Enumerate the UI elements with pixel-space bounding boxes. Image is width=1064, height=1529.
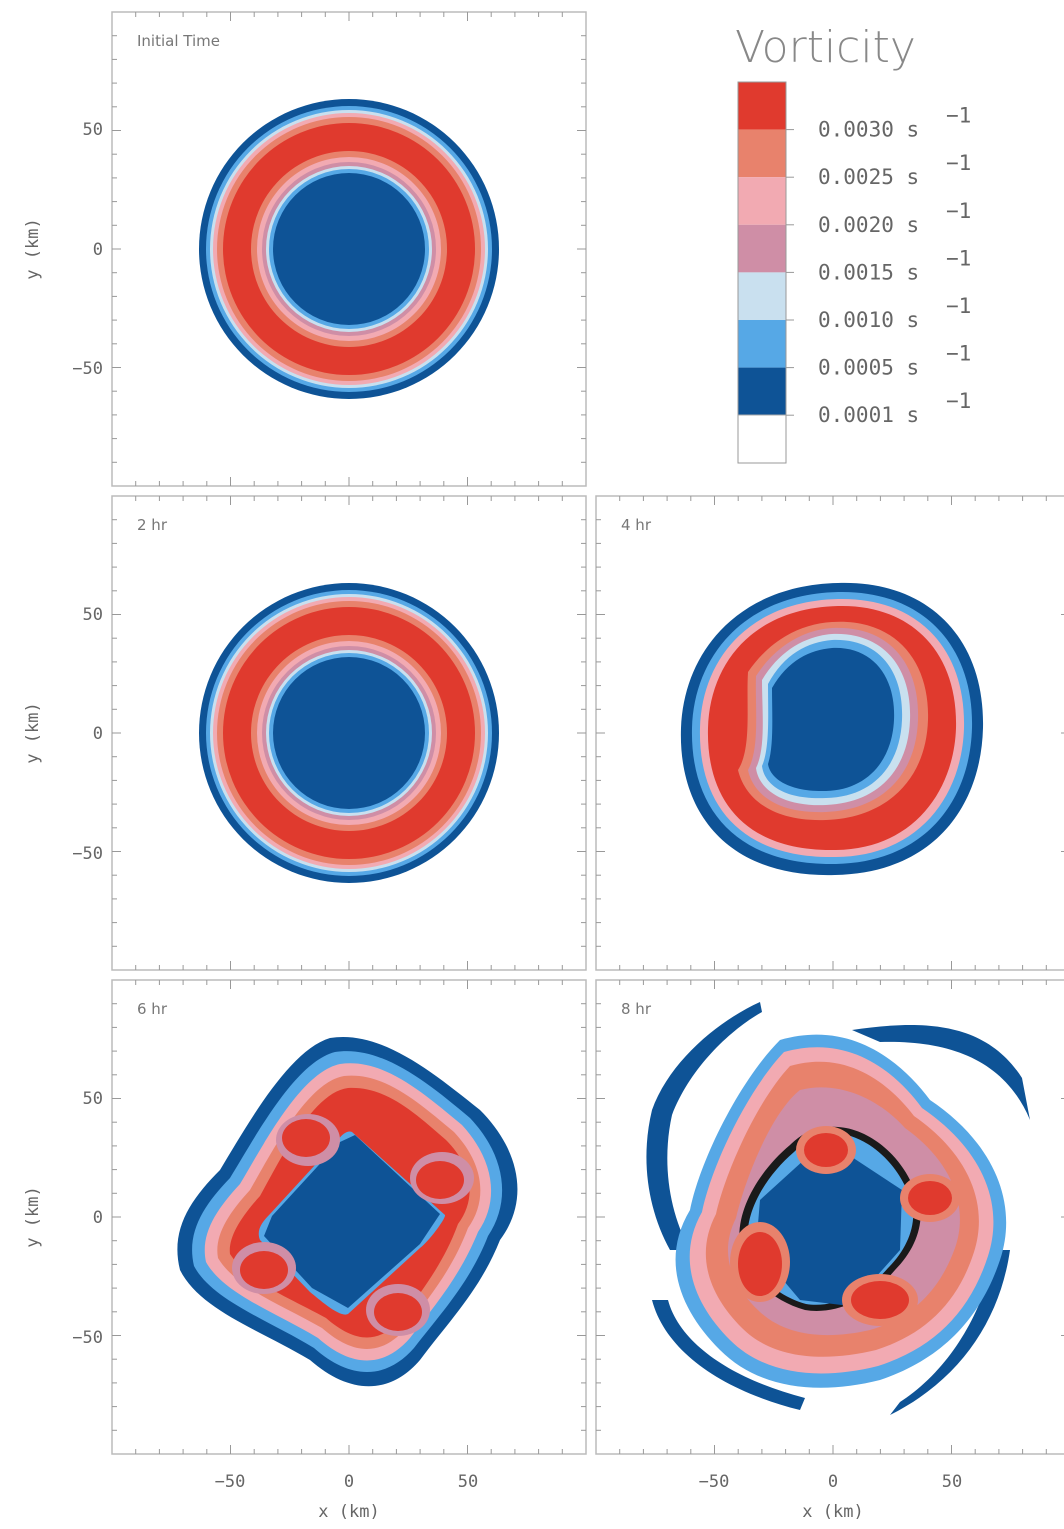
legend-label-exponent: −1 xyxy=(946,104,971,128)
x-tick-label: 0 xyxy=(344,1472,354,1492)
panel-4hr: 4 hr xyxy=(595,495,1064,971)
legend-title: Vorticity xyxy=(735,22,916,73)
legend-label-exponent: −1 xyxy=(946,389,971,413)
panel-title: 8 hr xyxy=(621,1000,652,1018)
y-tick-label: 50 xyxy=(83,605,103,625)
y-tick-label: 0 xyxy=(93,240,103,260)
legend-swatch xyxy=(738,177,786,225)
legend-label: 0.0020 s xyxy=(818,213,919,237)
legend-swatch-below xyxy=(737,414,787,464)
panel-initial: Initial Time 50 0 −50 y (km) xyxy=(23,11,587,487)
vortex-pattern-8hr xyxy=(646,1002,1030,1415)
vortex-ring-4hr xyxy=(680,582,984,876)
panel-8hr: 8 hr −50 0 50 x (km) xyxy=(595,979,1064,1522)
x-tick-label: −50 xyxy=(699,1472,730,1492)
legend-label: 0.0030 s xyxy=(818,118,919,142)
legend-label-exponent: −1 xyxy=(946,199,971,223)
x-tick-label: 0 xyxy=(828,1472,838,1492)
legend-swatch xyxy=(738,320,786,368)
x-axis-label: x (km) xyxy=(802,1502,863,1522)
x-axis-label: x (km) xyxy=(318,1502,379,1522)
legend-swatch xyxy=(738,367,786,416)
legend-label: 0.0001 s xyxy=(818,403,919,427)
legend-swatch xyxy=(738,129,786,178)
y-tick-label: −50 xyxy=(72,359,103,379)
legend-swatches xyxy=(738,82,786,416)
y-tick-label: 50 xyxy=(83,120,103,140)
y-tick-label: 0 xyxy=(93,1208,103,1228)
panel-title: 2 hr xyxy=(137,516,168,534)
vortex-ring-2hr xyxy=(199,583,499,883)
legend-label: 0.0005 s xyxy=(818,356,919,380)
legend-label: 0.0010 s xyxy=(818,308,919,332)
legend: Vorticity 0.0030 s −1 0.0025 s −1 0.0020 s −1… xyxy=(735,22,971,464)
y-tick-label: −50 xyxy=(72,844,103,864)
tick-marks xyxy=(112,12,1064,1454)
legend-swatch xyxy=(738,224,786,273)
panel-title: 6 hr xyxy=(137,1000,168,1018)
legend-label: 0.0015 s xyxy=(818,260,919,284)
panel-6hr: 6 hr 50 0 −50 y (km) −50 0 50 x (km) xyxy=(23,979,587,1522)
panel-title: Initial Time xyxy=(137,32,220,50)
x-tick-label: −50 xyxy=(215,1472,246,1492)
legend-label-exponent: −1 xyxy=(946,294,971,318)
y-tick-label: 50 xyxy=(83,1089,103,1109)
panel-2hr: 2 hr 50 0 −50 y (km) xyxy=(23,495,587,971)
y-tick-label: 0 xyxy=(93,724,103,744)
legend-label-exponent: −1 xyxy=(946,342,971,366)
legend-label: 0.0025 s xyxy=(818,165,919,189)
legend-labels: 0.0030 s −1 0.0025 s −1 0.0020 s −1 0.0015 s −1… xyxy=(786,104,971,427)
vortex-pattern-6hr xyxy=(177,1036,518,1387)
y-axis-label: y (km) xyxy=(23,218,43,279)
x-tick-label: 50 xyxy=(458,1472,478,1492)
vortex-ring-initial xyxy=(199,99,499,399)
y-tick-label: −50 xyxy=(72,1328,103,1348)
y-axis-label: y (km) xyxy=(23,702,43,763)
legend-label-exponent: −1 xyxy=(946,246,971,270)
legend-swatch xyxy=(738,272,786,320)
legend-swatch xyxy=(738,82,786,130)
x-tick-label: 50 xyxy=(942,1472,962,1492)
y-axis-label: y (km) xyxy=(23,1186,43,1247)
legend-label-exponent: −1 xyxy=(946,151,971,175)
panel-title: 4 hr xyxy=(621,516,652,534)
